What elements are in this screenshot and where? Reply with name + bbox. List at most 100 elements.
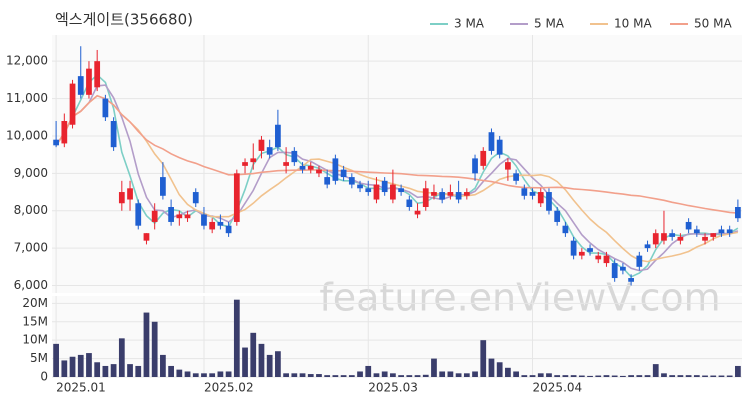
candle-body: [439, 192, 446, 200]
candle-body: [316, 169, 322, 174]
candle-body: [718, 229, 725, 234]
candle-body: [390, 184, 396, 200]
candle-body: [406, 199, 413, 207]
candle-body: [324, 177, 331, 185]
volume-bar: [521, 375, 528, 377]
candle-body: [472, 158, 478, 174]
candle-body: [496, 139, 503, 155]
volume-bar: [702, 375, 708, 377]
volume-bar: [77, 354, 84, 377]
volume-bar: [201, 373, 207, 377]
candle-body: [578, 251, 585, 256]
volume-bar: [275, 351, 281, 377]
volume-bar: [398, 375, 404, 377]
volume-bar: [151, 321, 158, 377]
candle-body: [168, 207, 174, 222]
candle-body: [127, 188, 133, 200]
candle-body: [414, 210, 421, 215]
legend-label: 5 MA: [534, 17, 565, 31]
volume-bar: [735, 365, 741, 377]
volume-bar: [718, 375, 725, 377]
candle-body: [340, 169, 347, 178]
volume-bar: [677, 375, 684, 377]
candle-body: [735, 207, 741, 219]
volume-bar: [447, 371, 454, 377]
watermark: feature.enViewV.com: [319, 276, 720, 320]
candle-body: [176, 214, 183, 219]
candle-body: [693, 229, 700, 234]
volume-bar: [184, 371, 191, 377]
candle-body: [726, 229, 733, 234]
candle-body: [652, 233, 659, 245]
chart-title: 엑스게이트(356680): [55, 11, 193, 29]
y-tick-label: 9,000: [14, 166, 48, 180]
candle-body: [151, 210, 158, 222]
candle-body: [398, 188, 404, 193]
candle-body: [307, 165, 314, 170]
volume-bar: [414, 375, 421, 377]
y-tick-label: 11,000: [6, 91, 48, 105]
volume-tick-label: 20M: [22, 296, 48, 310]
volume-bar: [603, 375, 610, 377]
volume-bar: [636, 375, 643, 377]
volume-bar: [291, 373, 298, 377]
candle-body: [192, 192, 199, 204]
volume-tick-label: 5M: [30, 351, 48, 365]
candle-body: [628, 278, 634, 282]
candle-body: [291, 150, 298, 163]
volume-bar: [225, 371, 232, 377]
candle-body: [611, 263, 618, 279]
volume-bar: [693, 375, 700, 377]
candle-body: [603, 255, 610, 264]
candle-body: [505, 162, 511, 170]
volume-tick-label: 10M: [22, 333, 48, 347]
volume-bar: [661, 373, 667, 377]
candle-body: [53, 139, 59, 146]
candle-body: [661, 233, 667, 241]
candle-body: [562, 225, 569, 234]
candle-body: [636, 255, 643, 267]
volume-bar: [463, 373, 470, 377]
volume-bar: [299, 373, 306, 377]
candle-body: [447, 192, 454, 196]
volume-bar: [669, 375, 676, 377]
candle-body: [143, 233, 150, 241]
candle-body: [710, 233, 717, 237]
volume-bar: [192, 373, 199, 377]
volume-bar: [168, 365, 174, 377]
volume-bar: [726, 375, 733, 377]
volume-bar: [595, 375, 602, 377]
legend-label: 10 MA: [614, 17, 652, 31]
candle-body: [209, 221, 216, 230]
candle-body: [69, 83, 76, 125]
candle-body: [669, 233, 676, 237]
candle-body: [422, 188, 429, 207]
candle-body: [480, 150, 487, 166]
candle-body: [217, 221, 224, 226]
x-tick-label: 2025.02: [204, 381, 254, 395]
candle-body: [184, 214, 191, 219]
volume-bar: [587, 375, 593, 377]
volume-bar: [242, 347, 248, 377]
volume-bar: [340, 375, 347, 377]
volume-bar: [266, 354, 273, 377]
candle-body: [118, 192, 125, 204]
volume-bar: [480, 340, 487, 377]
volume-bar: [537, 373, 544, 377]
volume-bar: [529, 375, 536, 377]
volume-bar: [176, 369, 183, 377]
volume-bar: [644, 375, 651, 377]
volume-bar: [422, 374, 429, 377]
volume-bar: [685, 375, 692, 377]
candle-body: [644, 244, 651, 249]
y-tick-label: 6,000: [14, 278, 48, 292]
volume-bar: [628, 375, 634, 377]
candle-body: [135, 203, 142, 226]
volume-bar: [250, 332, 257, 377]
volume-bar: [86, 353, 92, 377]
volume-bar: [160, 354, 166, 377]
candle-body: [381, 180, 388, 193]
candle-body: [537, 192, 544, 204]
volume-bar: [283, 373, 289, 377]
